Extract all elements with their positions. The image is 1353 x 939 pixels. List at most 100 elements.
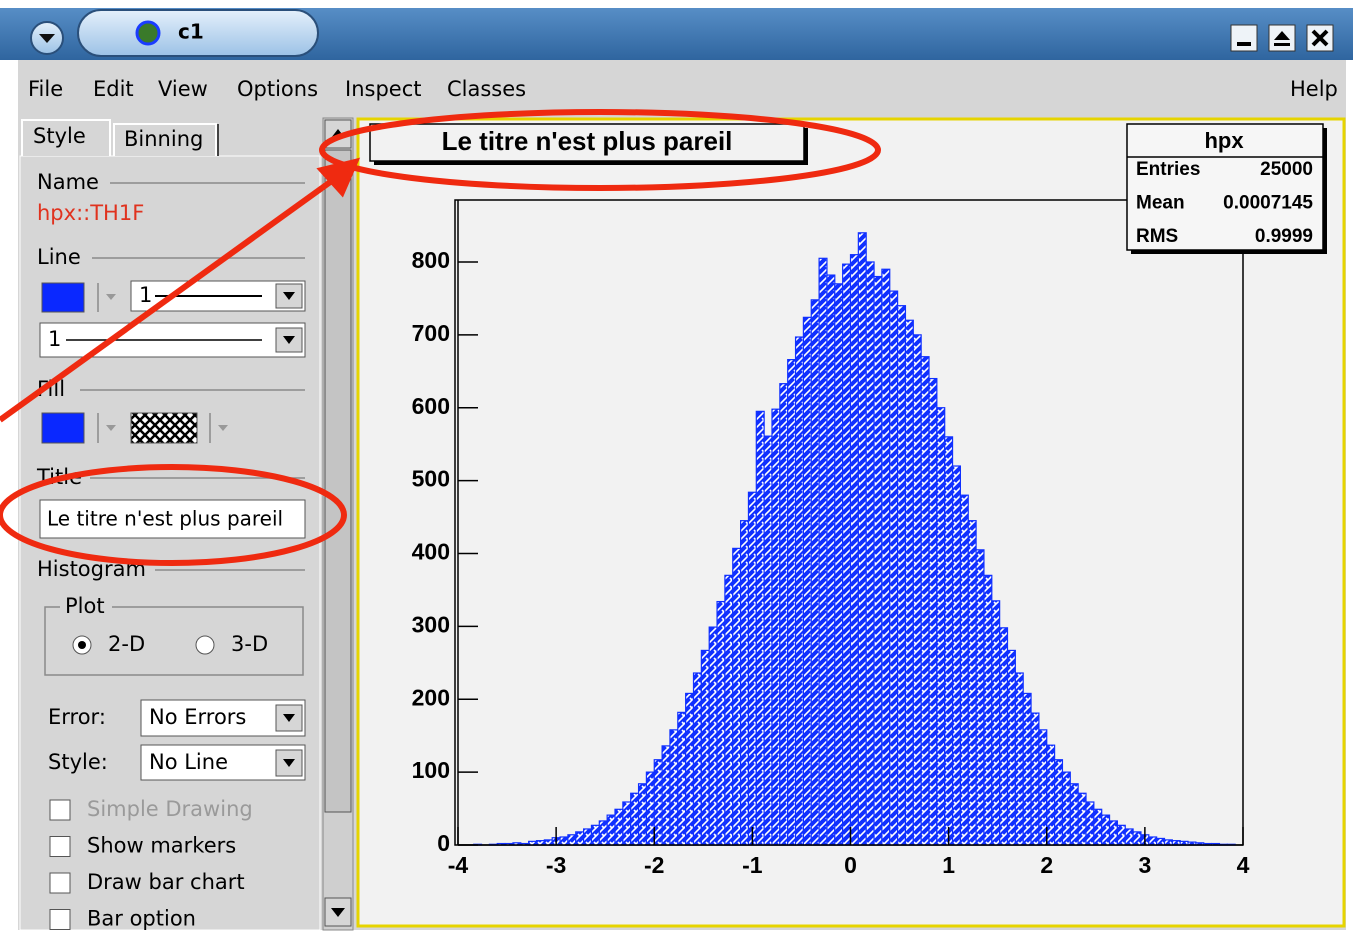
- menu-item[interactable]: Options: [237, 77, 318, 101]
- histogram-bar: [544, 840, 552, 845]
- checkbox[interactable]: [50, 800, 70, 820]
- histogram-bar: [890, 291, 898, 845]
- histogram-bar: [811, 300, 819, 845]
- histogram-bar: [1055, 760, 1063, 845]
- fill-pattern-swatch[interactable]: [131, 413, 197, 443]
- histogram-bar: [670, 730, 678, 845]
- radio-3d[interactable]: [196, 636, 214, 654]
- histogram-bar: [913, 335, 921, 845]
- histogram-bar: [976, 550, 984, 845]
- stats-title: hpx: [1204, 128, 1244, 153]
- title-bar-top: [0, 0, 1353, 8]
- histogram-bar: [1125, 829, 1133, 845]
- y-tick-label: 600: [412, 393, 450, 419]
- tab-label: Style: [33, 124, 86, 148]
- histogram-bar: [992, 601, 1000, 845]
- histogram-bar: [1117, 825, 1125, 845]
- histogram-bar: [1110, 821, 1118, 845]
- y-tick-label: 800: [412, 247, 450, 273]
- histogram-bar: [1062, 772, 1070, 845]
- menu-item[interactable]: Inspect: [345, 77, 421, 101]
- radio-dot: [78, 641, 86, 649]
- histogram-bar: [874, 277, 882, 845]
- histogram-bar: [882, 269, 890, 845]
- object-name: hpx::TH1F: [37, 201, 144, 225]
- histogram-bar: [819, 258, 827, 845]
- histogram-bar: [843, 264, 851, 845]
- menu-item[interactable]: File: [28, 77, 63, 101]
- histogram-bar: [709, 627, 717, 845]
- x-tick-label: 0: [844, 852, 857, 878]
- histogram-bar: [772, 409, 780, 845]
- histogram-bar: [945, 437, 953, 845]
- menu-item[interactable]: Help: [1290, 77, 1338, 101]
- histogram-bar: [898, 306, 906, 845]
- menu-item[interactable]: Edit: [93, 77, 134, 101]
- histogram-bar: [1023, 693, 1031, 845]
- x-tick-label: 1: [942, 852, 955, 878]
- histogram-bar: [560, 837, 568, 845]
- y-tick-label: 100: [412, 757, 450, 783]
- histogram-bar: [1015, 673, 1023, 845]
- histogram-bar: [576, 832, 584, 845]
- app-icon: [137, 22, 159, 44]
- histogram-bar: [803, 317, 811, 845]
- histogram-bar: [1008, 650, 1016, 845]
- minimize-icon: [1237, 42, 1251, 46]
- menu-item[interactable]: View: [158, 77, 208, 101]
- histogram-bar: [1165, 840, 1173, 845]
- fill-color-swatch[interactable]: [42, 413, 84, 443]
- histogram-bar: [1149, 837, 1157, 845]
- histogram-bar: [568, 835, 576, 845]
- tab-label: Binning: [124, 127, 203, 151]
- combo-value: No Errors: [149, 705, 246, 729]
- y-tick-label: 700: [412, 320, 450, 346]
- radio-label: 2-D: [108, 632, 145, 656]
- histogram-bar: [1039, 730, 1047, 845]
- screen: c1 FileEditViewOptionsInspectClassesHelp…: [0, 0, 1353, 939]
- histogram-bar: [686, 693, 694, 845]
- histogram-bar: [741, 521, 749, 845]
- checkbox-label: Show markers: [87, 834, 236, 858]
- histogram-bar: [725, 575, 733, 845]
- window-controls: [1231, 25, 1333, 51]
- histogram-bar: [929, 379, 937, 845]
- input-value: Le titre n'est plus pareil: [47, 507, 283, 531]
- x-tick-label: -2: [644, 852, 664, 878]
- histogram-bar: [921, 357, 929, 845]
- histogram-bar: [678, 712, 686, 845]
- histogram-bar: [599, 821, 607, 845]
- field-label: Error:: [48, 705, 106, 729]
- section-label: Name: [37, 170, 99, 194]
- x-tick-label: 2: [1040, 852, 1053, 878]
- checkbox[interactable]: [50, 910, 70, 930]
- histogram-bar: [631, 793, 639, 845]
- histogram-bar: [937, 408, 945, 845]
- histogram-bar: [1031, 713, 1039, 845]
- histogram-bar: [1133, 832, 1141, 845]
- group-label: Plot: [65, 594, 105, 618]
- histogram-bar: [960, 495, 968, 845]
- checkbox[interactable]: [50, 873, 70, 893]
- histogram-bar: [654, 760, 662, 845]
- scroll-thumb[interactable]: [325, 150, 351, 812]
- histogram-bar: [694, 673, 702, 845]
- combo-value: No Line: [149, 750, 228, 774]
- menu-item[interactable]: Classes: [447, 77, 526, 101]
- stats-label: Mean: [1136, 193, 1185, 214]
- stats-value: 25000: [1260, 159, 1313, 180]
- histogram-bar: [607, 815, 615, 845]
- right-margin: [1346, 60, 1353, 939]
- chart-title: Le titre n'est plus pareil: [442, 126, 733, 156]
- checkbox[interactable]: [50, 837, 70, 857]
- line-color-swatch[interactable]: [42, 283, 84, 312]
- histogram-bar: [968, 521, 976, 845]
- y-tick-label: 200: [412, 684, 450, 710]
- minimize-button[interactable]: [1231, 25, 1257, 51]
- x-tick-label: -3: [546, 852, 566, 878]
- histogram-bar: [1102, 815, 1110, 845]
- x-tick-label: -1: [742, 852, 763, 878]
- checkbox-label: Draw bar chart: [87, 870, 245, 894]
- histogram-bar: [984, 575, 992, 845]
- histogram-bar: [788, 360, 796, 845]
